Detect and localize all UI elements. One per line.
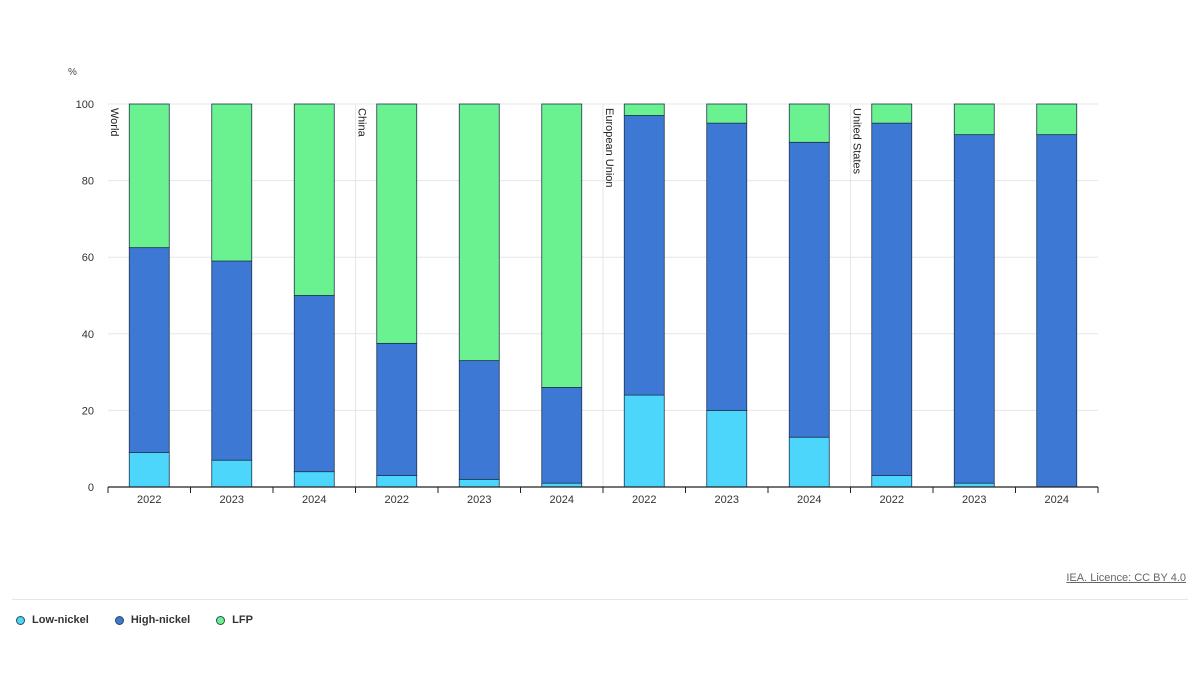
x-tick-label: 2024 <box>302 494 326 506</box>
y-tick-label: 100 <box>76 99 94 111</box>
bar-segment-low-nickel <box>788 436 830 488</box>
legend-divider <box>12 599 1188 600</box>
group-separators <box>355 104 851 487</box>
group-label: World <box>108 108 120 137</box>
bar-segment-high-nickel <box>128 247 170 453</box>
bar-segment-high-nickel <box>788 141 830 438</box>
bar-segment-high-nickel <box>953 134 995 484</box>
legend-swatch-high-nickel <box>114 615 124 625</box>
y-axis-unit-label: % <box>68 67 77 78</box>
legend-item-lfp[interactable]: LFP <box>216 614 253 626</box>
legend-label-lfp: LFP <box>232 614 253 626</box>
y-tick-label: 60 <box>82 252 94 264</box>
bar-segment-lfp <box>293 103 335 296</box>
y-tick-label: 20 <box>82 405 94 417</box>
legend-label-high-nickel: High-nickel <box>130 614 191 626</box>
group-label: United States <box>851 108 863 175</box>
legend-swatch-low-nickel <box>16 615 25 625</box>
bar-segment-low-nickel <box>293 471 335 488</box>
bar-segment-lfp <box>458 103 500 362</box>
y-tick-label: 0 <box>88 482 94 494</box>
x-tick-label: 2022 <box>880 494 904 506</box>
x-tick-label: 2023 <box>467 494 491 506</box>
bar-segment-low-nickel <box>211 459 253 488</box>
bar-segment-lfp <box>128 103 170 249</box>
bar-segment-high-nickel <box>706 122 748 411</box>
bars <box>128 103 1078 488</box>
bar-segment-low-nickel <box>376 475 418 488</box>
bar-segment-high-nickel <box>211 260 253 461</box>
group-labels: World China European Union United States <box>108 108 863 188</box>
y-tick-label: 80 <box>82 176 94 188</box>
bar-segment-low-nickel <box>706 409 748 488</box>
bar-segment-low-nickel <box>458 478 500 488</box>
x-tick-label: 2023 <box>962 494 986 506</box>
bar-segment-lfp <box>541 103 583 388</box>
x-tick-label: 2023 <box>220 494 244 506</box>
y-tick-labels: 0 20 40 60 80 100 <box>76 99 94 494</box>
x-tick-label: 2024 <box>797 494 821 506</box>
bar-segment-high-nickel <box>293 295 335 473</box>
x-tick-labels: 2022 2023 2024 2022 2023 2024 2022 2023 2024 2022… <box>137 494 1069 506</box>
bar-segment-low-nickel <box>128 452 170 488</box>
bar-segment-lfp <box>953 103 995 136</box>
bar-segment-lfp <box>706 103 748 124</box>
x-tick-label: 2024 <box>1045 494 1069 506</box>
bar-segment-high-nickel <box>458 360 500 480</box>
bar-segment-high-nickel <box>871 122 913 476</box>
x-tick-label: 2022 <box>137 494 161 506</box>
legend-swatch-lfp <box>216 615 226 625</box>
bar-segment-lfp <box>211 103 253 262</box>
legend-item-high-nickel[interactable]: High-nickel <box>114 614 191 626</box>
group-label: China <box>356 108 368 138</box>
bar-segment-lfp <box>623 103 665 116</box>
bar-segment-lfp <box>376 103 418 344</box>
bar-segment-lfp <box>871 103 913 124</box>
legend-label-low-nickel: Low-nickel <box>32 614 89 626</box>
bar-segment-lfp <box>1036 103 1078 136</box>
bar-segment-lfp <box>788 103 830 143</box>
y-tick-label: 40 <box>82 329 94 341</box>
group-label: European Union <box>603 108 615 188</box>
bar-segment-low-nickel <box>623 394 665 488</box>
bar-segment-high-nickel <box>1036 134 1078 488</box>
bar-segment-high-nickel <box>376 342 418 476</box>
bar-segment-low-nickel <box>871 475 913 488</box>
legend-item-low-nickel[interactable]: Low-nickel <box>16 614 89 626</box>
bar-segment-high-nickel <box>541 387 583 484</box>
bar-segment-high-nickel <box>623 115 665 396</box>
legend: Low-nickel High-nickel LFP <box>16 614 253 626</box>
axes <box>107 486 1099 493</box>
x-tick-label: 2022 <box>385 494 409 506</box>
x-tick-label: 2023 <box>715 494 739 506</box>
x-tick-label: 2022 <box>632 494 656 506</box>
licence-link[interactable]: IEA. Licence: CC BY 4.0 <box>1066 572 1186 584</box>
x-tick-label: 2024 <box>550 494 574 506</box>
